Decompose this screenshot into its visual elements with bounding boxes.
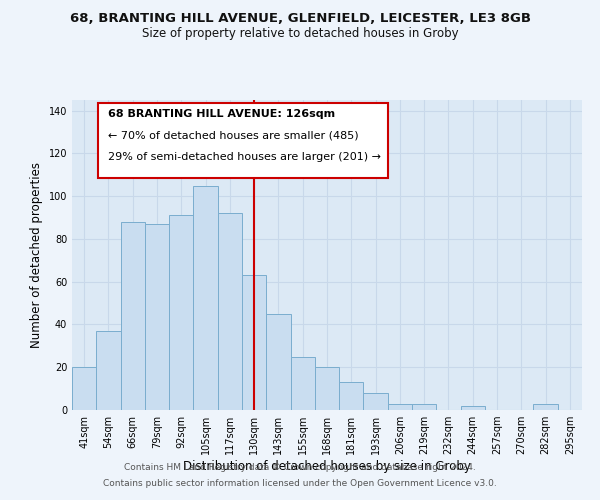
Bar <box>193 186 218 410</box>
Text: 29% of semi-detached houses are larger (201) →: 29% of semi-detached houses are larger (… <box>108 152 381 162</box>
Bar <box>412 404 436 410</box>
Y-axis label: Number of detached properties: Number of detached properties <box>30 162 43 348</box>
Text: Contains public sector information licensed under the Open Government Licence v3: Contains public sector information licen… <box>103 478 497 488</box>
Text: 68, BRANTING HILL AVENUE, GLENFIELD, LEICESTER, LE3 8GB: 68, BRANTING HILL AVENUE, GLENFIELD, LEI… <box>70 12 530 26</box>
Bar <box>242 276 266 410</box>
Bar <box>315 367 339 410</box>
Bar <box>218 214 242 410</box>
Bar <box>339 382 364 410</box>
Bar <box>388 404 412 410</box>
Text: Contains HM Land Registry data © Crown copyright and database right 2024.: Contains HM Land Registry data © Crown c… <box>124 464 476 472</box>
Bar <box>290 356 315 410</box>
Bar <box>96 331 121 410</box>
FancyBboxPatch shape <box>97 103 388 178</box>
Text: ← 70% of detached houses are smaller (485): ← 70% of detached houses are smaller (48… <box>108 130 358 140</box>
Bar <box>121 222 145 410</box>
Bar <box>364 393 388 410</box>
Bar <box>533 404 558 410</box>
Text: Size of property relative to detached houses in Groby: Size of property relative to detached ho… <box>142 28 458 40</box>
Bar <box>145 224 169 410</box>
Text: 68 BRANTING HILL AVENUE: 126sqm: 68 BRANTING HILL AVENUE: 126sqm <box>108 110 335 120</box>
Bar <box>461 406 485 410</box>
X-axis label: Distribution of detached houses by size in Groby: Distribution of detached houses by size … <box>183 460 471 473</box>
Bar <box>266 314 290 410</box>
Bar <box>169 216 193 410</box>
Bar <box>72 367 96 410</box>
